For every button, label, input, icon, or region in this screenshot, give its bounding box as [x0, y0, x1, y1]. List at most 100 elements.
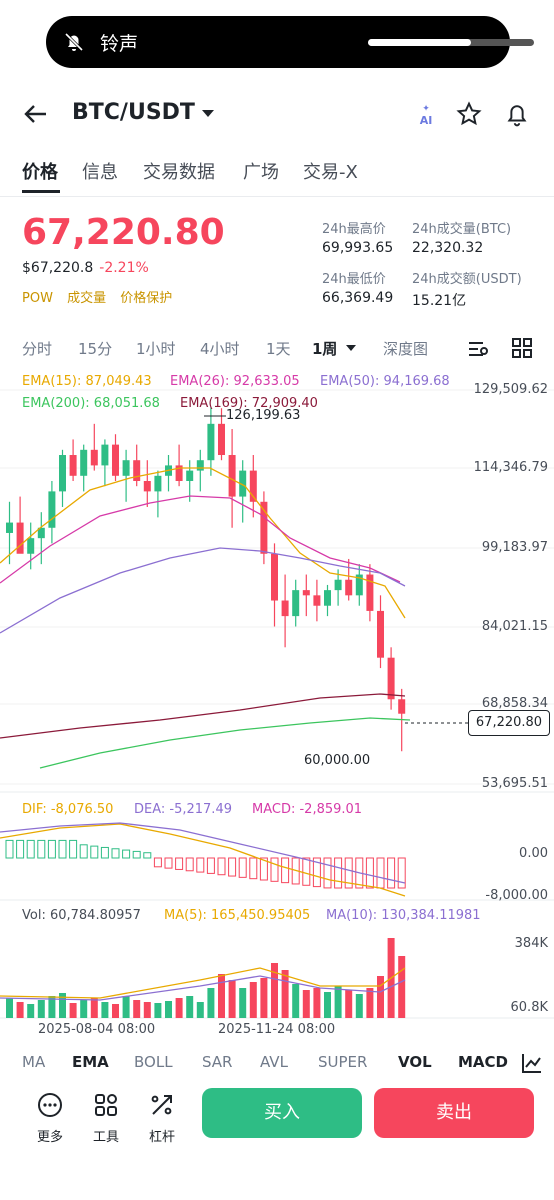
volume-bar: [366, 988, 374, 1018]
candle-body: [345, 579, 353, 596]
macd-bar: [196, 857, 205, 873]
favorite-star-icon[interactable]: [456, 101, 482, 127]
y-tick: 68,858.34: [481, 696, 548, 711]
volume-bar: [334, 986, 342, 1018]
ai-icon[interactable]: ✦ AI: [419, 104, 433, 127]
more-label: 更多: [36, 1130, 63, 1145]
y-tick: 84,021.15: [481, 619, 548, 634]
vol-y-tick: 384K: [514, 936, 548, 951]
tag-pow[interactable]: POW: [22, 291, 53, 306]
volume-bar: [207, 988, 215, 1018]
pair-title[interactable]: BTC/USDT: [72, 100, 195, 125]
ema169-label: EMA(169): 72,909.40: [180, 396, 318, 411]
chart-settings-icon[interactable]: [466, 337, 490, 361]
tf-line[interactable]: 分时: [22, 340, 53, 358]
stat-low: 24h最低价 66,369.49: [322, 272, 394, 306]
tab-square[interactable]: 广场: [243, 162, 279, 183]
macd-bar: [100, 846, 109, 859]
more-button[interactable]: 更多: [30, 1092, 70, 1145]
candle-body: [366, 574, 374, 611]
ind-vol[interactable]: VOL: [398, 1053, 432, 1071]
macd-bar: [26, 839, 35, 859]
alert-bell-icon[interactable]: [504, 101, 530, 127]
macd-bar: [344, 857, 353, 889]
tf-4h[interactable]: 4小时: [200, 340, 240, 358]
ind-macd[interactable]: MACD: [458, 1053, 508, 1071]
price-change: -2.21%: [99, 260, 149, 276]
dif-label: DIF: -8,076.50: [22, 802, 114, 817]
tab-trading-data[interactable]: 交易数据: [143, 162, 215, 183]
tf-1h[interactable]: 1小时: [136, 340, 176, 358]
timeframe-bar: 分时 15分 1小时 4小时 1天 1周 深度图: [0, 336, 554, 362]
tf-1d[interactable]: 1天: [266, 340, 291, 358]
vol-ma10-line: [0, 975, 406, 1001]
candle-body: [377, 610, 384, 658]
stat-vol-usdt: 24h成交额(USDT) 15.21亿: [412, 272, 522, 309]
volume-bar: [16, 1002, 24, 1018]
sell-button[interactable]: 卖出: [374, 1088, 534, 1138]
tf-depth[interactable]: 深度图: [383, 340, 429, 358]
buy-button[interactable]: 买入: [202, 1088, 362, 1138]
ema50-line: [0, 547, 406, 634]
volume-bar: [218, 974, 225, 1018]
leverage-button[interactable]: 杠杆: [142, 1092, 182, 1145]
tag-price-protect[interactable]: 价格保护: [120, 291, 173, 306]
y-tick: 99,183.97: [481, 540, 548, 555]
tf-dropdown-icon[interactable]: [346, 345, 356, 351]
macd-bar: [175, 857, 184, 870]
candle-body: [249, 470, 257, 502]
pair-dropdown-icon[interactable]: [202, 110, 214, 117]
ind-sar[interactable]: SAR: [202, 1053, 233, 1071]
macd-bar: [217, 857, 226, 876]
kline-chart[interactable]: EMA(15): 87,049.43 EMA(26): 92,633.05 EM…: [0, 368, 554, 1040]
candle-body: [175, 465, 183, 481]
tf-15m[interactable]: 15分: [78, 340, 113, 358]
high-mark-label: 126,199.63: [226, 408, 301, 423]
macd-bar: [302, 857, 311, 886]
ema15-label: EMA(15): 87,049.43: [22, 374, 152, 389]
volume-bar: [324, 992, 331, 1018]
macd-bar: [164, 857, 173, 869]
volume-bar: [368, 39, 534, 46]
candle-body: [218, 423, 225, 456]
candle-body: [260, 501, 268, 554]
ema50-label: EMA(50): 94,169.68: [320, 374, 450, 389]
volume-bar: [143, 1002, 151, 1018]
last-price: 67,220.80: [22, 212, 225, 253]
current-price-tag: 67,220.80: [468, 710, 550, 736]
leverage-icon: [151, 1095, 172, 1115]
tools-button[interactable]: 工具: [86, 1092, 126, 1145]
ind-boll[interactable]: BOLL: [134, 1053, 173, 1071]
ind-avl[interactable]: AVL: [260, 1053, 288, 1071]
macd-bar: [376, 857, 385, 889]
layout-grid-icon[interactable]: [510, 336, 534, 360]
ind-super[interactable]: SUPER: [318, 1053, 368, 1071]
candle-body: [27, 538, 35, 554]
ind-ema[interactable]: EMA: [72, 1053, 109, 1071]
tag-volume[interactable]: 成交量: [67, 291, 107, 306]
macd-bar: [323, 857, 332, 889]
dea-line: [0, 822, 406, 884]
candle-body: [122, 460, 130, 476]
volume-bar: [37, 1000, 45, 1018]
indicator-chart-icon[interactable]: [520, 1051, 544, 1075]
tab-price[interactable]: 价格: [22, 162, 58, 183]
candle-body: [334, 579, 342, 591]
tab-info[interactable]: 信息: [82, 162, 118, 183]
tab-trade-x[interactable]: 交易-X: [303, 162, 358, 183]
tf-1w[interactable]: 1周: [312, 340, 338, 358]
divider: [0, 196, 554, 197]
ringer-label: 铃声: [100, 33, 139, 55]
candle-body: [154, 475, 162, 492]
volume-bar: [355, 994, 363, 1018]
macd-bar: [5, 839, 14, 859]
candle-body: [69, 455, 77, 476]
candle-body: [133, 460, 141, 481]
dea-label: DEA: -5,217.49: [134, 802, 232, 817]
macd-bar: [334, 857, 343, 889]
volume-bar: [27, 1004, 35, 1018]
ind-ma[interactable]: MA: [22, 1053, 46, 1071]
candle-body: [313, 595, 321, 606]
back-arrow-icon[interactable]: [22, 100, 50, 128]
ema15-line: [0, 467, 406, 619]
